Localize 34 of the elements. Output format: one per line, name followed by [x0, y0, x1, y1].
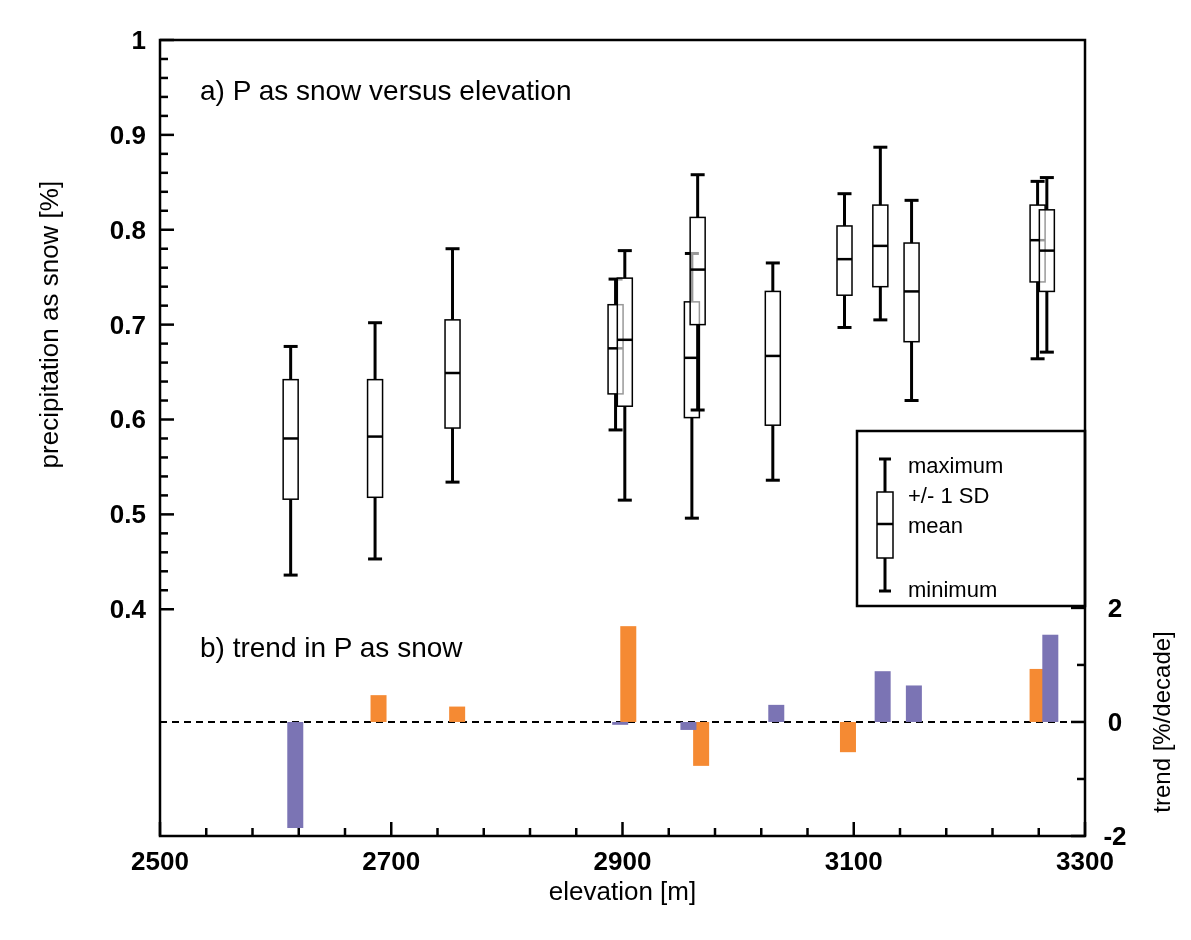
y-tick-label: 0.8 — [109, 214, 146, 245]
bar — [693, 721, 710, 766]
bar — [1042, 634, 1059, 722]
annotation: a) P as snow versus elevation — [200, 75, 572, 106]
bar — [449, 706, 466, 722]
y-tick-label: 0.4 — [109, 594, 147, 625]
y2-tick-label: 0 — [1107, 706, 1123, 737]
bar — [874, 671, 891, 722]
x-tick-label: 3100 — [824, 846, 883, 876]
y-tick-label: 1 — [131, 25, 146, 55]
y2-tick-label: 2 — [1107, 592, 1123, 623]
bar — [620, 626, 637, 722]
bar — [839, 721, 856, 753]
y-tick-label: 0.7 — [109, 309, 146, 340]
y-tick-label: 0.6 — [109, 404, 146, 435]
x-tick-label: 2700 — [362, 846, 421, 876]
annotation: mean — [908, 513, 964, 538]
y-axis-title: precipitation as snow [%] — [34, 180, 64, 469]
bar — [612, 721, 629, 725]
bar — [370, 695, 387, 722]
x-tick-label: 2900 — [593, 846, 652, 876]
y-tick-label: 0.9 — [109, 119, 146, 150]
y-tick-label: 0.5 — [109, 499, 146, 530]
bar — [287, 721, 304, 829]
x-tick-label: 2500 — [131, 846, 189, 876]
y2-axis-title: trend [%/decade] — [1148, 631, 1175, 813]
annotation: maximum — [908, 453, 1004, 478]
x-axis-title: elevation [m] — [548, 876, 697, 906]
annotation: +/- 1 SD — [908, 483, 990, 508]
bar — [768, 704, 785, 722]
annotation: minimum — [908, 577, 998, 602]
bar — [905, 685, 922, 722]
bar — [680, 721, 697, 730]
annotation: b) trend in P as snow — [200, 632, 464, 663]
